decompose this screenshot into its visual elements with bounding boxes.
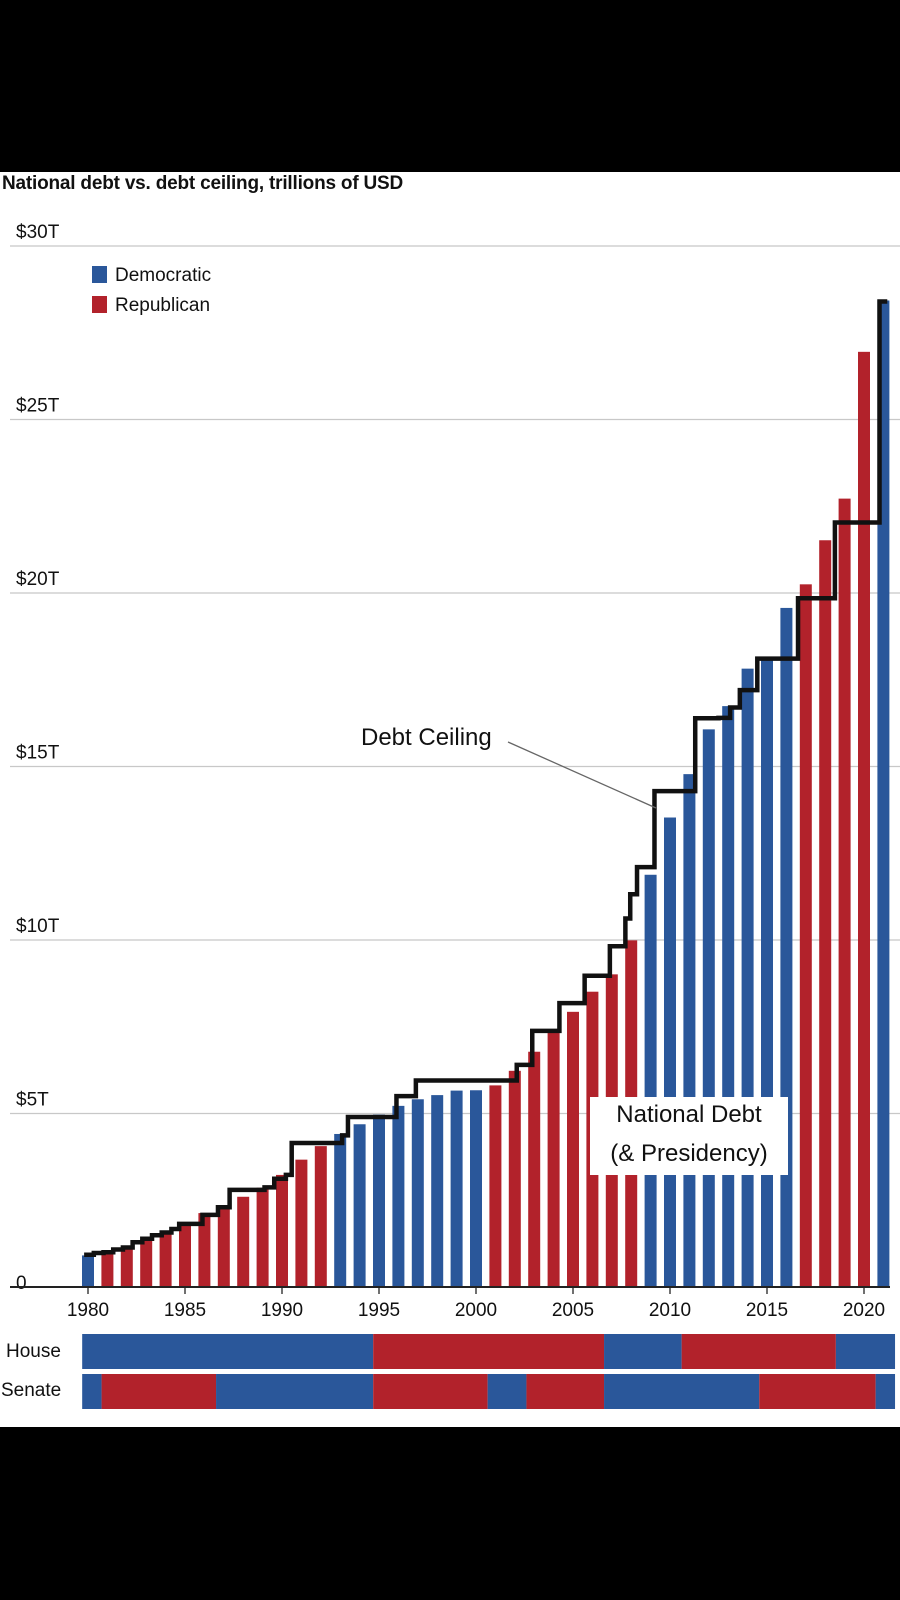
legend-swatch	[92, 266, 107, 283]
debt-bar	[237, 1196, 250, 1287]
legend-swatch	[92, 296, 107, 313]
debt-bar	[489, 1085, 502, 1287]
house-label: House	[6, 1341, 61, 1362]
y-tick-label: 0	[16, 1273, 27, 1294]
control-segment	[82, 1334, 374, 1369]
debt-bar	[82, 1255, 94, 1287]
national-debt-label-line2: (& Presidency)	[610, 1140, 767, 1167]
debt-bar	[780, 607, 793, 1287]
debt-bar	[295, 1159, 308, 1287]
debt-ceiling-label: Debt Ceiling	[361, 724, 492, 751]
annotations: Debt Ceiling National Debt (& Presidency…	[361, 724, 788, 1175]
debt-bar	[120, 1247, 133, 1287]
x-tick-label: 1985	[164, 1300, 206, 1321]
x-axis-labels: 1980 1985 1990 1995 2000 2005 2010 2015 2020	[67, 1287, 885, 1321]
control-segment	[373, 1334, 605, 1369]
x-tick-label: 2015	[746, 1300, 788, 1321]
control-segment	[681, 1334, 836, 1369]
x-tick-label: 1980	[67, 1300, 109, 1321]
control-segment	[835, 1334, 896, 1369]
x-tick-label: 2020	[843, 1300, 885, 1321]
national-debt-label-line1: National Debt	[616, 1101, 762, 1128]
control-segment	[759, 1374, 876, 1409]
debt-bar	[314, 1146, 327, 1287]
debt-bar	[644, 874, 657, 1287]
debt-bar	[101, 1252, 114, 1287]
control-segment	[101, 1374, 217, 1409]
debt-bar	[353, 1124, 366, 1287]
y-tick-label: $10T	[16, 916, 60, 937]
debt-bar	[411, 1099, 424, 1287]
debt-bar	[664, 817, 676, 1287]
house-control-bar	[82, 1334, 896, 1369]
debt-bar	[877, 300, 890, 1287]
debt-bar	[702, 729, 715, 1287]
debt-bar	[431, 1095, 444, 1287]
y-axis-labels: 0 $5T $10T $15T $20T $25T $30T	[16, 222, 60, 1294]
control-segment	[604, 1374, 760, 1409]
debt-ceiling-leader-line	[507, 741, 657, 809]
x-tick-label: 1990	[261, 1300, 303, 1321]
debt-bar	[159, 1232, 172, 1287]
y-tick-label: $20T	[16, 569, 60, 590]
debt-bar	[741, 668, 754, 1287]
x-tick-label: 1995	[358, 1300, 400, 1321]
debt-bar	[761, 657, 773, 1287]
debt-bar	[838, 498, 851, 1288]
debt-bar	[198, 1213, 211, 1287]
y-tick-label: $25T	[16, 396, 60, 417]
debt-bar	[217, 1205, 230, 1287]
debt-bar	[276, 1174, 288, 1287]
debt-bar	[819, 540, 832, 1287]
debt-bar	[450, 1090, 463, 1287]
legend: Democratic Republican	[92, 265, 211, 316]
debt-bar	[508, 1070, 521, 1287]
national-debt-label-box	[590, 1097, 788, 1175]
control-segment	[875, 1374, 896, 1409]
chart-title: National debt vs. debt ceiling, trillion…	[2, 173, 404, 194]
congress-control: House Senate	[1, 1334, 896, 1409]
control-segment	[82, 1374, 102, 1409]
control-segment	[487, 1374, 527, 1409]
debt-bar	[334, 1133, 347, 1287]
debt-bar	[567, 1011, 579, 1287]
debt-bar	[799, 584, 812, 1287]
debt-bar	[683, 774, 696, 1287]
control-segment	[526, 1374, 605, 1409]
debt-bar	[392, 1105, 405, 1287]
x-tick-label: 2010	[649, 1300, 691, 1321]
control-segment	[216, 1374, 374, 1409]
x-tick-label: 2000	[455, 1300, 497, 1321]
debt-bar	[179, 1223, 191, 1287]
debt-bar	[256, 1187, 269, 1287]
x-tick-label: 2005	[552, 1300, 594, 1321]
y-tick-label: $5T	[16, 1090, 49, 1111]
debt-ceiling-line	[84, 299, 888, 1257]
control-segment	[604, 1334, 682, 1369]
senate-label: Senate	[1, 1380, 61, 1401]
legend-label: Republican	[115, 295, 210, 316]
debt-ceiling-step-path	[84, 299, 888, 1257]
control-segment	[373, 1374, 488, 1409]
debt-bar	[547, 1030, 560, 1287]
y-tick-label: $30T	[16, 222, 60, 243]
debt-bar	[470, 1090, 482, 1287]
debt-bar	[722, 706, 735, 1287]
y-tick-label: $15T	[16, 743, 60, 764]
debt-bar	[858, 351, 870, 1288]
legend-label: Democratic	[115, 265, 211, 286]
debt-bar	[373, 1114, 385, 1287]
senate-control-bar	[82, 1374, 896, 1409]
debt-bar	[140, 1239, 153, 1287]
debt-bar	[528, 1051, 541, 1287]
